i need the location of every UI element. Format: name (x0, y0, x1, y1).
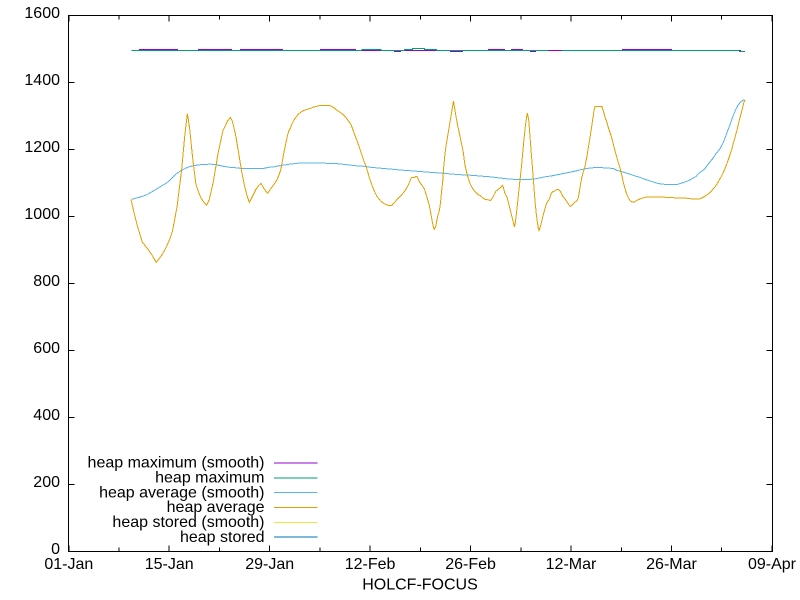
svg-text:1000: 1000 (24, 206, 60, 223)
svg-text:heap stored: heap stored (180, 529, 265, 546)
svg-text:26-Feb: 26-Feb (445, 556, 496, 573)
svg-text:heap maximum: heap maximum (155, 470, 264, 487)
svg-text:0: 0 (51, 541, 60, 558)
svg-text:HOLCF-FOCUS: HOLCF-FOCUS (362, 577, 478, 594)
svg-text:01-Jan: 01-Jan (44, 556, 93, 573)
svg-text:heap stored (smooth): heap stored (smooth) (112, 514, 264, 531)
svg-text:15-Jan: 15-Jan (145, 556, 194, 573)
svg-text:heap maximum (smooth): heap maximum (smooth) (88, 455, 265, 472)
svg-text:12-Feb: 12-Feb (345, 556, 396, 573)
svg-text:29-Jan: 29-Jan (245, 556, 294, 573)
svg-text:26-Mar: 26-Mar (646, 556, 697, 573)
svg-text:800: 800 (33, 273, 60, 290)
svg-text:heap average (smooth): heap average (smooth) (99, 484, 264, 501)
svg-text:1200: 1200 (24, 139, 60, 156)
svg-text:1600: 1600 (24, 5, 60, 22)
svg-text:1400: 1400 (24, 72, 60, 89)
svg-text:400: 400 (33, 407, 60, 424)
svg-text:600: 600 (33, 340, 60, 357)
svg-text:12-Mar: 12-Mar (546, 556, 597, 573)
svg-text:09-Apr: 09-Apr (748, 556, 797, 573)
svg-text:heap average: heap average (167, 499, 265, 516)
svg-text:200: 200 (33, 474, 60, 491)
